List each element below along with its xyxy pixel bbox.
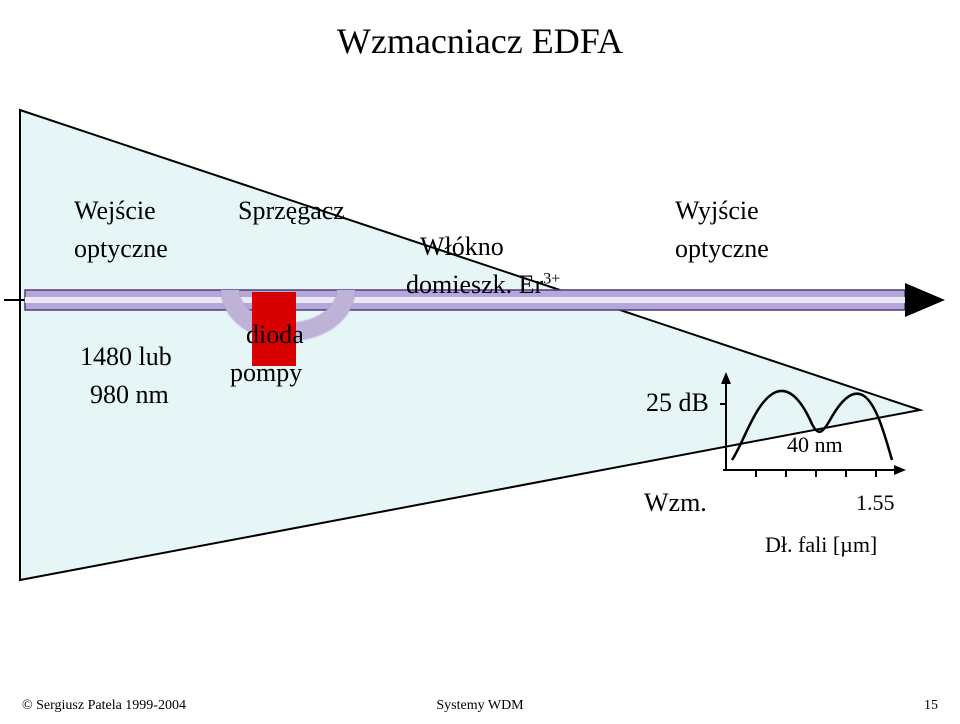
label-x-axis: Dł. fali [µm] <box>765 532 877 558</box>
label-fiber-line1: Włókno <box>420 232 504 262</box>
label-gain-value: 25 dB <box>646 388 709 418</box>
label-fiber-line2: domieszk. Er3+ <box>406 270 560 300</box>
label-pump-diode-line1: dioda <box>246 320 304 350</box>
label-pump-wl-line2: 980 nm <box>90 380 169 410</box>
label-output-line1: Wyjście <box>675 196 759 226</box>
label-wavelength-tick: 1.55 <box>856 490 895 516</box>
footer-right: 15 <box>924 698 938 714</box>
label-pump-diode-line2: pompy <box>230 358 302 388</box>
label-gain-axis: Wzm. <box>644 488 707 518</box>
label-coupler: Sprzęgacz <box>238 196 345 226</box>
label-input-line1: Wejście <box>74 196 156 226</box>
label-fiber-line2-sup: 3+ <box>543 270 560 287</box>
label-fiber-line2-main: domieszk. Er <box>406 270 543 299</box>
diagram-canvas <box>0 0 960 660</box>
label-output-line2: optyczne <box>675 234 769 264</box>
output-arrow-head <box>905 283 945 317</box>
label-bandwidth: 40 nm <box>787 432 843 458</box>
label-pump-wl-line1: 1480 lub <box>80 342 172 372</box>
footer-center: Systemy WDM <box>0 698 960 714</box>
label-input-line2: optyczne <box>74 234 168 264</box>
